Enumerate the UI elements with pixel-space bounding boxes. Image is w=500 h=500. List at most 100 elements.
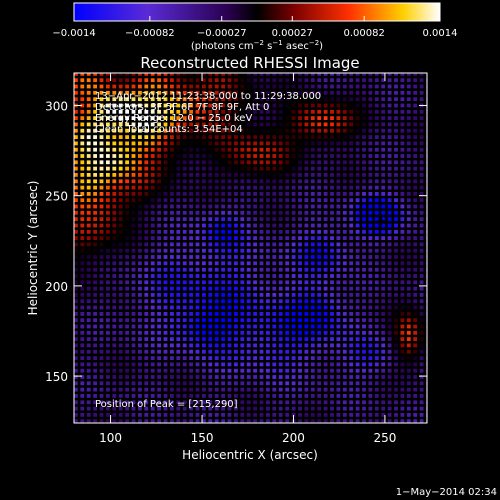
heatmap-cell <box>419 223 424 228</box>
heatmap-cell <box>86 217 91 221</box>
heatmap-cell <box>157 73 161 76</box>
heatmap-cell <box>106 217 110 221</box>
heatmap-cell <box>304 147 309 152</box>
heatmap-cell <box>214 286 219 291</box>
heatmap-cell <box>163 204 168 209</box>
heatmap-cell <box>381 147 386 152</box>
heatmap-cell <box>99 192 104 196</box>
heatmap-cell <box>304 413 309 417</box>
heatmap-cell <box>355 116 360 120</box>
heatmap-cell <box>74 192 78 196</box>
heatmap-cell <box>176 135 181 139</box>
heatmap-cell <box>323 141 328 146</box>
heatmap-cell <box>413 299 418 304</box>
heatmap-cell <box>195 318 200 323</box>
heatmap-cell <box>298 97 302 102</box>
heatmap-cell <box>214 400 219 405</box>
heatmap-cell <box>298 419 302 423</box>
heatmap-cell <box>342 166 347 171</box>
heatmap-cell <box>355 368 360 373</box>
heatmap-cell <box>234 103 238 108</box>
heatmap-cell <box>406 387 411 392</box>
heatmap-cell <box>208 97 213 102</box>
heatmap-cell <box>381 368 386 373</box>
heatmap-cell <box>221 312 225 316</box>
heatmap-cell <box>336 217 341 221</box>
heatmap-cell <box>374 192 379 196</box>
heatmap-cell <box>368 166 373 171</box>
heatmap-cell <box>221 179 225 184</box>
heatmap-cell <box>253 413 257 417</box>
heatmap-cell <box>240 375 245 379</box>
heatmap-cell <box>182 349 187 354</box>
heatmap-cell <box>253 204 257 209</box>
heatmap-cell <box>163 166 168 171</box>
heatmap-cell <box>266 337 270 341</box>
heatmap-cell <box>118 73 123 76</box>
heatmap-cell <box>182 248 187 253</box>
heatmap-cell <box>336 318 341 323</box>
heatmap-cell <box>433 337 437 341</box>
heatmap-cell <box>349 406 354 411</box>
heatmap-cell <box>118 217 123 221</box>
heatmap-cell <box>394 242 398 247</box>
heatmap-cell <box>125 154 129 158</box>
heatmap-cell <box>342 400 347 405</box>
heatmap-cell <box>330 173 334 177</box>
heatmap-cell <box>176 128 181 133</box>
heatmap-cell <box>419 394 424 398</box>
heatmap-cell <box>349 154 354 158</box>
heatmap-cell <box>394 362 398 367</box>
heatmap-cell <box>330 261 334 266</box>
heatmap-cell <box>419 343 424 348</box>
heatmap-cell <box>246 84 251 89</box>
heatmap-cell <box>406 198 411 203</box>
heatmap-cell <box>381 375 386 379</box>
heatmap-cell <box>125 330 129 335</box>
heatmap-cell <box>86 179 91 184</box>
heatmap-cell <box>150 413 155 417</box>
heatmap-cell <box>310 97 315 102</box>
heatmap-cell <box>349 185 354 190</box>
heatmap-cell <box>317 419 322 423</box>
heatmap-cell <box>272 217 277 221</box>
heatmap-cell <box>349 280 354 285</box>
heatmap-cell <box>176 179 181 184</box>
heatmap-cell <box>394 192 398 196</box>
heatmap-cell <box>93 242 97 247</box>
heatmap-cell <box>253 349 257 354</box>
heatmap-cell <box>227 116 232 120</box>
heatmap-cell <box>298 387 302 392</box>
heatmap-cell <box>208 198 213 203</box>
heatmap-cell <box>195 229 200 234</box>
heatmap-cell <box>195 375 200 379</box>
heatmap-cell <box>406 73 411 76</box>
heatmap-cell <box>234 312 238 316</box>
heatmap-cell <box>433 72 437 76</box>
heatmap-cell <box>349 166 354 171</box>
heatmap-cell <box>106 78 110 83</box>
heatmap-cell <box>419 78 424 83</box>
heatmap-cell <box>106 375 110 379</box>
heatmap-cell <box>144 116 149 120</box>
heatmap-cell <box>214 413 219 417</box>
heatmap-cell <box>272 236 277 240</box>
heatmap-cell <box>131 135 136 139</box>
heatmap-cell <box>342 337 347 341</box>
heatmap-cell <box>374 109 379 114</box>
heatmap-cell <box>240 198 245 203</box>
heatmap-cell <box>246 261 251 266</box>
heatmap-cell <box>387 394 392 398</box>
heatmap-cell <box>163 73 168 76</box>
heatmap-cell <box>336 147 341 152</box>
heatmap-cell <box>349 318 354 323</box>
heatmap-cell <box>125 293 129 297</box>
heatmap-cell <box>208 387 213 392</box>
heatmap-cell <box>163 109 168 114</box>
heatmap-cell <box>266 387 270 392</box>
heatmap-cell <box>182 280 187 285</box>
heatmap-cell <box>150 179 155 184</box>
heatmap-cell <box>304 406 309 411</box>
heatmap-cell <box>259 236 264 240</box>
heatmap-cell <box>381 280 386 285</box>
